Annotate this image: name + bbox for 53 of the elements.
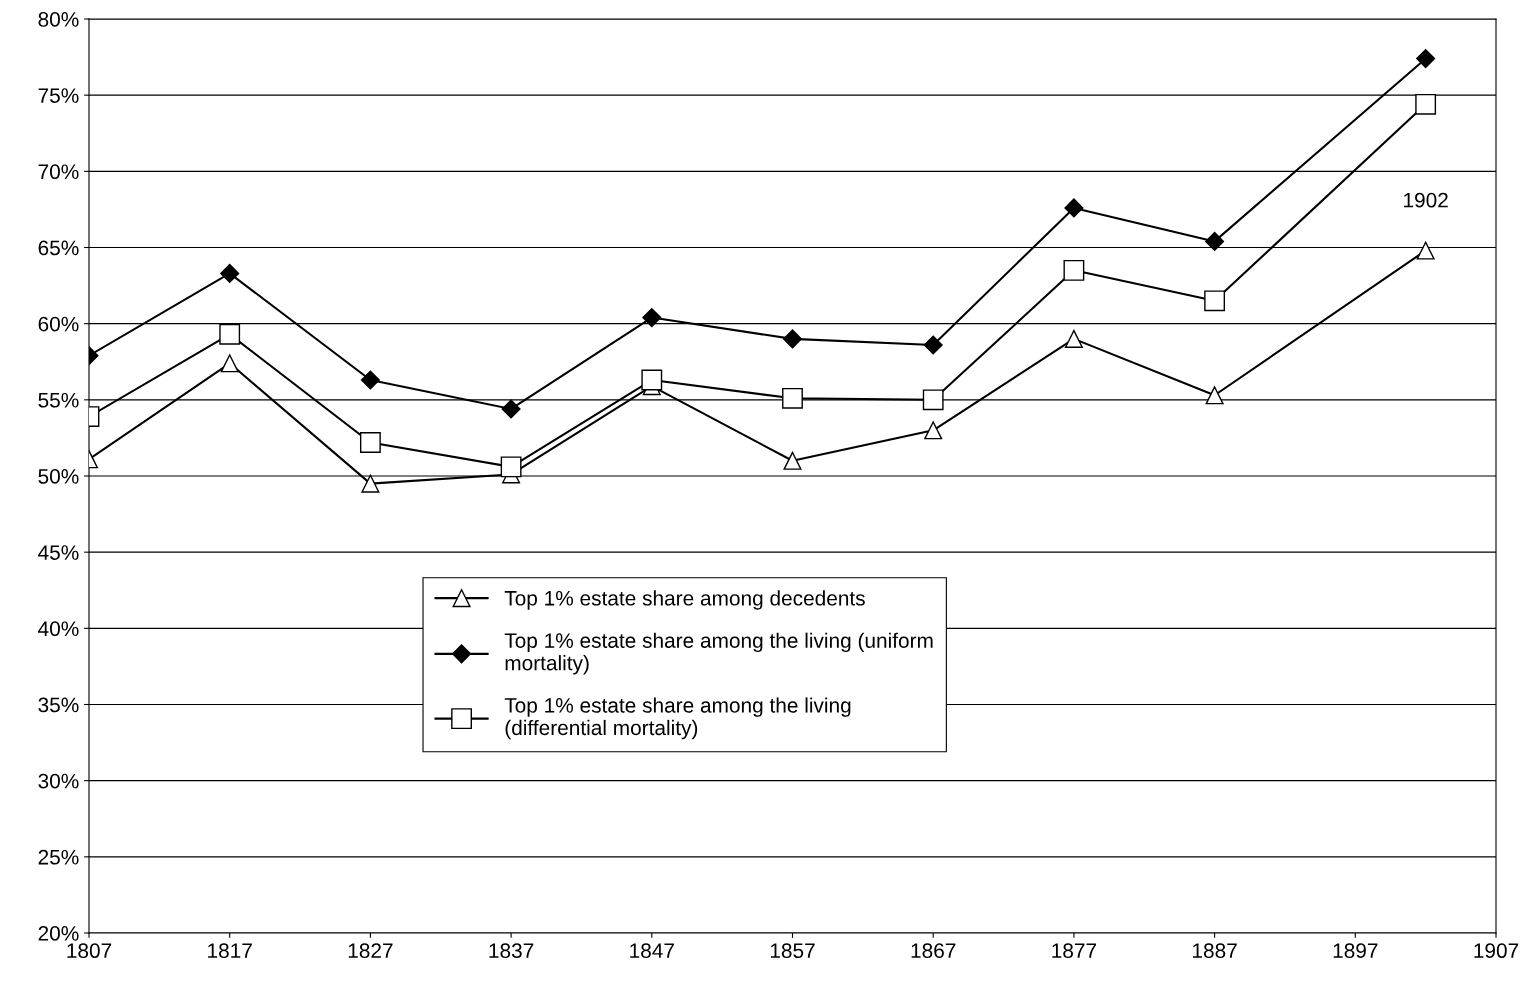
y-tick-label: 25%: [38, 849, 79, 865]
point: [1205, 386, 1224, 405]
point: [1064, 329, 1083, 348]
point: [641, 369, 663, 391]
x-tick-label: 1907: [1474, 943, 1519, 959]
y-tick-label: 60%: [38, 316, 79, 332]
y-tick-label: 55%: [38, 392, 79, 408]
legend-label: Top 1% estate share among the living (differential mortality): [504, 697, 851, 740]
x-tick-label: 1827: [348, 943, 393, 959]
y-tick-label: 75%: [38, 88, 79, 103]
point: [501, 399, 521, 419]
y-tick-label: 70%: [38, 164, 79, 180]
point: [1416, 49, 1436, 69]
x-tick-label: 1867: [911, 943, 956, 959]
x-tick-label: 1847: [630, 943, 674, 959]
point: [220, 354, 239, 373]
point: [1204, 290, 1226, 312]
point: [1063, 259, 1085, 281]
point: [359, 432, 381, 453]
point: [783, 451, 802, 470]
legend-label: Top 1% estate share among decedents: [504, 590, 865, 610]
x-tick-label: 1877: [1052, 943, 1097, 959]
point: [1416, 241, 1435, 260]
x-tick-label: 1837: [489, 943, 534, 959]
y-tick-label: 50%: [38, 469, 79, 484]
y-tick-label: 30%: [38, 773, 79, 789]
legend-label: Top 1% estate share among the living (uniform mortality): [504, 632, 933, 675]
annotation: 1902: [1404, 192, 1448, 208]
point: [642, 308, 662, 328]
point: [782, 329, 803, 349]
y-tick-label: 65%: [38, 240, 79, 256]
point: [922, 389, 944, 411]
y-tick-label: 40%: [38, 621, 79, 637]
y-tick-label: 80%: [38, 12, 79, 27]
point: [361, 474, 380, 493]
point: [782, 387, 803, 409]
point: [500, 456, 522, 478]
point: [1415, 93, 1437, 115]
y-tick-label: 20%: [38, 926, 79, 941]
point: [923, 335, 943, 355]
point: [1205, 231, 1225, 251]
point: [219, 323, 241, 345]
point: [360, 370, 380, 390]
point: [220, 263, 240, 283]
x-tick-label: 1807: [67, 943, 112, 959]
x-tick-label: 1817: [208, 943, 252, 959]
y-tick-label: 35%: [38, 697, 79, 713]
x-tick-label: 1887: [1193, 943, 1237, 959]
x-tick-label: 1897: [1333, 943, 1378, 959]
point: [924, 421, 943, 440]
x-tick-label: 1857: [770, 943, 815, 959]
y-tick-label: 45%: [38, 545, 79, 560]
point: [1064, 198, 1084, 218]
